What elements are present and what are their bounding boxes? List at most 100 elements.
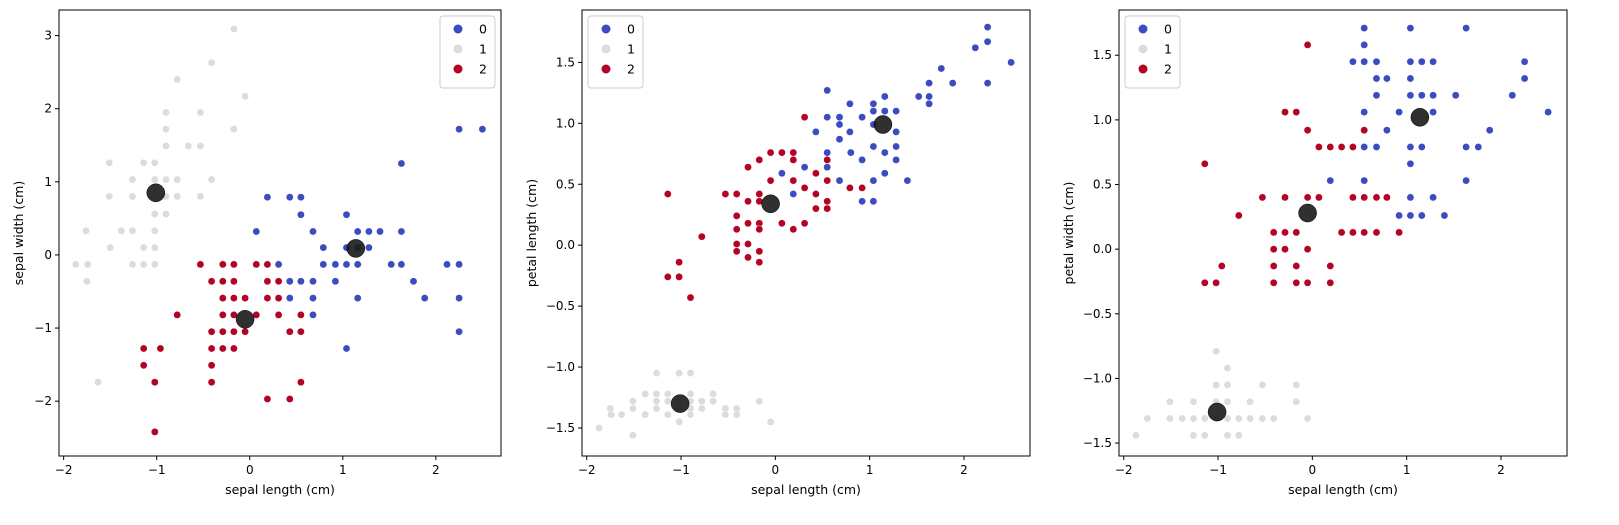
legend-label-2: 2 <box>479 62 487 77</box>
data-point-cluster-2 <box>1201 278 1209 287</box>
data-point-cluster-1 <box>162 175 170 184</box>
data-point-cluster-2 <box>812 204 820 213</box>
data-point-cluster-2 <box>664 190 672 198</box>
data-point-cluster-0 <box>1395 211 1403 220</box>
data-point-cluster-0 <box>1406 143 1415 151</box>
data-point-cluster-0 <box>937 64 946 73</box>
data-point-cluster-0 <box>1406 159 1415 168</box>
data-point-cluster-0 <box>1395 108 1403 116</box>
data-point-cluster-0 <box>1440 211 1449 220</box>
data-point-cluster-2 <box>285 395 294 403</box>
data-point-cluster-1 <box>641 410 650 419</box>
data-point-cluster-2 <box>812 190 820 198</box>
data-point-cluster-1 <box>709 390 717 398</box>
data-point-cluster-2 <box>1349 228 1357 237</box>
x-tick-label: −2 <box>1115 463 1133 477</box>
data-point-cluster-2 <box>297 311 305 319</box>
data-point-cluster-0 <box>1474 143 1483 151</box>
data-point-cluster-0 <box>823 113 832 121</box>
data-point-cluster-1 <box>1189 414 1198 423</box>
data-point-cluster-0 <box>858 156 866 164</box>
data-point-cluster-0 <box>925 100 933 108</box>
legend-label-0: 0 <box>479 22 487 37</box>
y-tick-label: −2 <box>34 394 52 408</box>
data-point-cluster-0 <box>1406 211 1415 220</box>
data-point-cluster-2 <box>823 197 832 206</box>
x-axis-label: sepal length (cm) <box>1288 482 1398 497</box>
data-point-cluster-0 <box>353 260 362 269</box>
data-point-cluster-2 <box>1303 245 1312 253</box>
data-point-cluster-2 <box>1326 143 1335 151</box>
data-point-cluster-0 <box>1418 57 1426 66</box>
data-point-cluster-0 <box>881 107 889 115</box>
data-point-cluster-2 <box>732 240 741 248</box>
y-tick-label: 0.0 <box>1093 242 1112 256</box>
data-point-cluster-0 <box>1418 211 1426 220</box>
data-point-cluster-1 <box>1258 414 1267 423</box>
data-point-cluster-1 <box>595 424 603 432</box>
legend-marker-1 <box>453 44 463 54</box>
data-point-cluster-1 <box>1246 397 1254 406</box>
data-point-cluster-2 <box>263 294 272 302</box>
data-point-cluster-0 <box>1508 91 1517 100</box>
data-point-cluster-0 <box>835 135 844 143</box>
data-point-cluster-2 <box>732 190 741 198</box>
data-point-cluster-1 <box>686 390 695 398</box>
data-point-cluster-0 <box>397 227 406 236</box>
data-point-cluster-1 <box>196 192 205 201</box>
data-point-cluster-2 <box>1383 193 1391 202</box>
data-point-cluster-2 <box>207 344 216 353</box>
data-point-cluster-0 <box>858 197 866 206</box>
legend: 0 1 2 <box>439 15 496 89</box>
data-point-cluster-2 <box>846 184 854 192</box>
y-tick-label: −1 <box>34 321 52 335</box>
plot-frame <box>1118 9 1568 457</box>
data-point-cluster-2 <box>1337 228 1346 237</box>
legend-marker-0 <box>601 24 611 34</box>
data-point-cluster-0 <box>881 169 889 178</box>
data-point-cluster-1 <box>196 142 205 150</box>
data-point-cluster-2 <box>173 311 181 319</box>
data-point-cluster-2 <box>789 148 798 157</box>
y-tick-label: −0.5 <box>1083 307 1112 321</box>
data-point-cluster-0 <box>387 260 396 269</box>
data-point-cluster-1 <box>755 397 764 406</box>
data-point-cluster-2 <box>1360 228 1368 237</box>
data-point-cluster-1 <box>196 108 205 117</box>
legend-label-0: 0 <box>627 22 635 37</box>
data-point-cluster-1 <box>1212 381 1220 389</box>
data-point-cluster-0 <box>1462 24 1470 32</box>
data-point-cluster-1 <box>698 397 706 406</box>
data-point-cluster-1 <box>675 418 683 426</box>
data-point-cluster-2 <box>1281 193 1289 202</box>
data-point-cluster-1 <box>139 158 148 167</box>
data-point-cluster-0 <box>1360 108 1368 116</box>
data-point-cluster-0 <box>420 294 429 302</box>
data-point-cluster-2 <box>755 247 764 256</box>
data-point-cluster-0 <box>353 294 362 302</box>
data-point-cluster-0 <box>1520 57 1529 66</box>
data-point-cluster-0 <box>285 193 294 201</box>
data-point-cluster-2 <box>800 184 809 192</box>
data-point-cluster-0 <box>309 277 317 286</box>
centroid-marker-2 <box>1298 203 1317 223</box>
legend-label-0: 0 <box>1164 22 1172 37</box>
data-point-cluster-0 <box>835 120 844 129</box>
y-tick-label: −1.0 <box>1083 371 1112 385</box>
data-point-cluster-1 <box>162 142 170 150</box>
data-point-cluster-1 <box>1223 414 1232 423</box>
y-tick-label: 1.0 <box>556 116 575 130</box>
data-point-cluster-1 <box>652 404 661 413</box>
data-point-cluster-1 <box>732 410 741 419</box>
data-point-cluster-1 <box>162 210 170 218</box>
data-point-cluster-0 <box>455 327 463 336</box>
data-point-cluster-0 <box>274 260 283 269</box>
data-point-cluster-2 <box>1281 228 1289 237</box>
data-point-cluster-2 <box>196 260 205 269</box>
data-point-cluster-2 <box>1269 278 1278 287</box>
legend-marker-1 <box>1138 44 1148 54</box>
data-point-cluster-0 <box>835 113 844 121</box>
data-point-cluster-1 <box>686 369 695 377</box>
data-point-cluster-2 <box>732 247 741 256</box>
